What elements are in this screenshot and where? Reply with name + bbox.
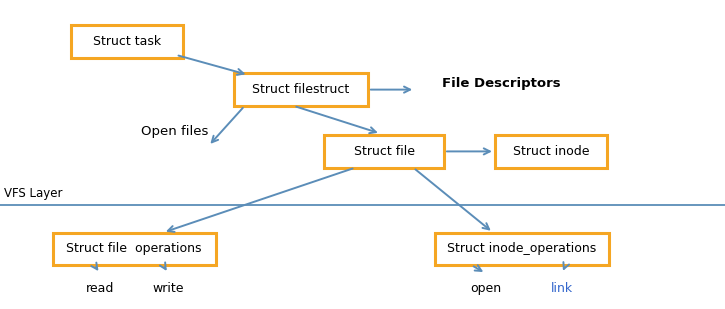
Text: Open files: Open files (141, 125, 209, 138)
Text: write: write (152, 282, 184, 295)
Text: Struct task: Struct task (93, 35, 161, 48)
FancyBboxPatch shape (324, 135, 444, 167)
FancyBboxPatch shape (52, 232, 216, 265)
Text: File Descriptors: File Descriptors (442, 77, 561, 90)
Text: Struct inode_operations: Struct inode_operations (447, 242, 597, 255)
Text: Struct filestruct: Struct filestruct (252, 83, 349, 96)
Text: Struct inode: Struct inode (513, 145, 589, 158)
Text: Struct file  operations: Struct file operations (67, 242, 202, 255)
FancyBboxPatch shape (70, 26, 183, 58)
Text: VFS Layer: VFS Layer (4, 187, 62, 200)
FancyBboxPatch shape (494, 135, 607, 167)
Text: link: link (551, 282, 573, 295)
Text: Struct file: Struct file (354, 145, 415, 158)
Text: open: open (471, 282, 501, 295)
Text: read: read (86, 282, 115, 295)
FancyBboxPatch shape (233, 74, 368, 106)
FancyBboxPatch shape (435, 232, 609, 265)
